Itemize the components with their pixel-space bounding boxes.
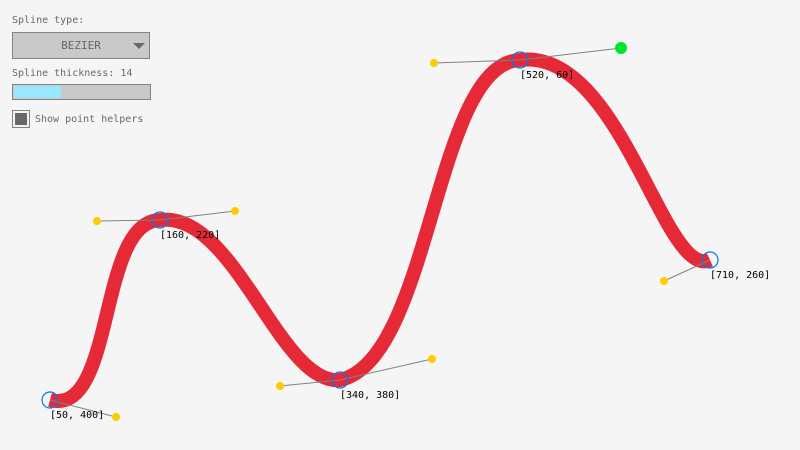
control-point[interactable]: [93, 217, 101, 225]
control-point[interactable]: [112, 413, 120, 421]
point-coordinate-label: [160, 220]: [160, 230, 220, 241]
control-point[interactable]: [430, 59, 438, 67]
spline-point[interactable]: [151, 211, 169, 229]
spline-point[interactable]: [511, 51, 529, 69]
point-coordinate-label: [520, 60]: [520, 70, 574, 81]
chevron-down-icon: [133, 43, 145, 49]
point-coordinate-label: [50, 400]: [50, 410, 104, 421]
spline-point[interactable]: [331, 371, 349, 389]
spline-type-dropdown[interactable]: BEZIER: [12, 32, 150, 59]
control-point[interactable]: [231, 207, 239, 215]
control-point[interactable]: [276, 382, 284, 390]
control-point[interactable]: [660, 277, 668, 285]
point-coordinate-label: [710, 260]: [710, 270, 770, 281]
spline-curve: [48, 52, 713, 408]
thickness-slider-fill: [14, 86, 62, 98]
control-point[interactable]: [615, 42, 627, 54]
spline-type-label: Spline type:: [12, 15, 85, 26]
helper-line: [49, 399, 117, 418]
thickness-label: Spline thickness: 14: [12, 68, 133, 79]
helper-line: [279, 379, 341, 387]
spline-point[interactable]: [701, 251, 719, 269]
show-helpers-label: Show point helpers: [35, 114, 144, 125]
spline-point[interactable]: [41, 391, 59, 409]
checkbox-check: [15, 113, 27, 125]
helper-line: [96, 219, 161, 222]
spline-type-value: BEZIER: [61, 39, 101, 52]
helper-line: [339, 358, 433, 381]
helper-line: [159, 210, 236, 221]
helper-line: [519, 47, 622, 61]
thickness-slider[interactable]: [12, 84, 151, 100]
point-coordinate-label: [340, 380]: [340, 390, 400, 401]
show-helpers-checkbox[interactable]: [12, 110, 30, 128]
control-point[interactable]: [428, 355, 436, 363]
helper-line: [433, 59, 521, 64]
